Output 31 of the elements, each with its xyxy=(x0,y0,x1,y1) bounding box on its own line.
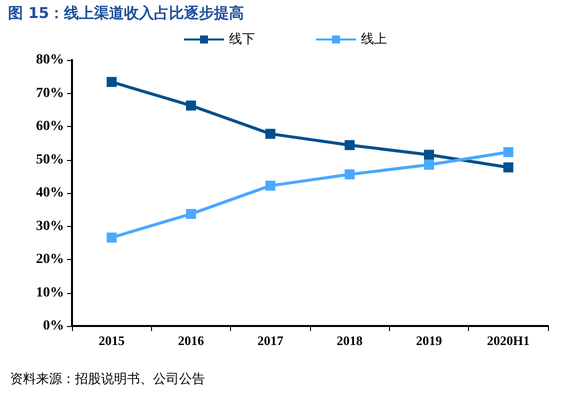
legend-label: 线上 xyxy=(361,32,387,47)
x-tick-label: 2020H1 xyxy=(487,333,530,348)
point xyxy=(106,76,117,87)
point xyxy=(265,128,276,139)
x-tick-label: 2015 xyxy=(98,333,126,348)
y-tick-label: 50% xyxy=(36,152,64,168)
x-tick-label: 2018 xyxy=(336,333,364,348)
y-tick-label: 80% xyxy=(36,52,64,68)
y-tick-label: 70% xyxy=(36,86,64,101)
point xyxy=(424,150,434,160)
point xyxy=(265,180,276,191)
y-tick-label: 40% xyxy=(36,186,64,200)
point xyxy=(503,162,514,172)
y-tick-label: 0% xyxy=(43,318,64,334)
point xyxy=(344,140,355,150)
point xyxy=(503,147,514,158)
y-tick-label: 10% xyxy=(36,285,64,300)
x-tick-label: 2016 xyxy=(178,333,204,348)
y-tick-label: 60% xyxy=(36,119,64,134)
point xyxy=(106,232,117,243)
point xyxy=(186,100,196,111)
chart-title: 图 15：线上渠道收入占比逐步提高 xyxy=(8,4,244,23)
x-tick-label: 2019 xyxy=(416,333,442,348)
point xyxy=(344,169,355,180)
legend-label: 线下 xyxy=(229,32,255,47)
y-tick-label: 20% xyxy=(36,252,64,267)
point xyxy=(186,208,196,219)
text: 资料来源：招股说明书、公司公告 xyxy=(10,371,205,388)
x-tick-label: 2017 xyxy=(257,333,284,348)
y-tick-label: 30% xyxy=(36,218,64,234)
point xyxy=(424,160,434,170)
